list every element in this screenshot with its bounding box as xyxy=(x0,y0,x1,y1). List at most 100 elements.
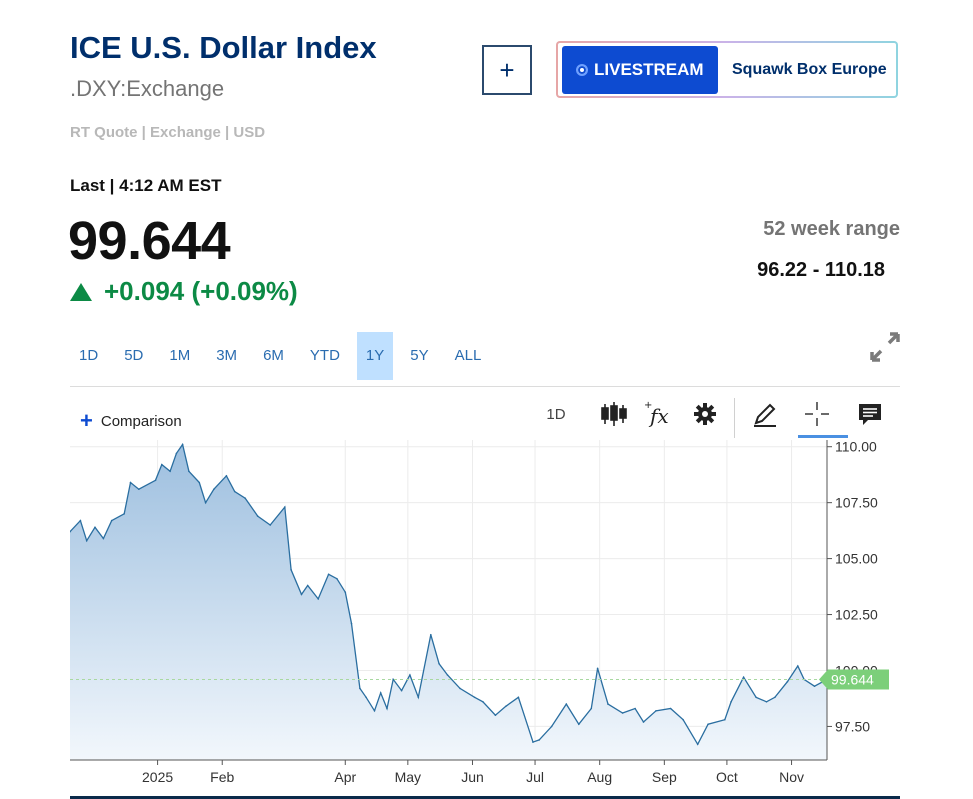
range-tab-3m[interactable]: 3M xyxy=(216,347,238,364)
x-tick-label: Oct xyxy=(716,769,738,785)
comparison-label: Comparison xyxy=(100,412,182,430)
y-tick-label: 105.00 xyxy=(835,551,878,567)
candlestick-icon[interactable] xyxy=(598,398,630,430)
data-point xyxy=(565,703,568,705)
show-name-link[interactable]: Squawk Box Europe xyxy=(732,60,887,78)
toolbar-separator xyxy=(734,398,735,438)
data-point xyxy=(590,707,593,710)
data-point xyxy=(161,463,163,466)
data-point xyxy=(813,685,816,687)
svg-text:+: + xyxy=(644,400,652,411)
livestream-button[interactable]: LIVESTREAM xyxy=(562,45,718,94)
divider xyxy=(70,386,900,387)
data-point xyxy=(517,696,520,699)
livestream-banner: LIVESTREAM Squawk Box Europe xyxy=(556,41,898,98)
page-title: ICE U.S. Dollar Index xyxy=(70,30,377,65)
data-point xyxy=(707,723,709,725)
add-to-watchlist-button[interactable]: + xyxy=(482,45,532,95)
range-tab-1y[interactable]: 1Y xyxy=(356,332,394,380)
data-point xyxy=(392,678,395,681)
x-tick-label: May xyxy=(395,769,421,785)
interval-selector[interactable]: 1D xyxy=(546,405,566,423)
data-point xyxy=(284,506,286,508)
series-area xyxy=(70,444,827,760)
svg-text:fx: fx xyxy=(648,404,669,428)
comment-icon[interactable] xyxy=(854,398,886,430)
active-tool-indicator xyxy=(798,435,848,438)
data-point xyxy=(213,488,215,490)
data-point xyxy=(532,741,534,743)
data-point xyxy=(642,721,645,723)
data-point xyxy=(578,723,580,725)
y-tick-label: 97.50 xyxy=(835,718,870,734)
range-tab-all[interactable]: ALL xyxy=(454,347,482,364)
data-point xyxy=(409,674,411,676)
bottom-rule xyxy=(70,796,900,799)
data-point xyxy=(621,712,624,714)
price-change: +0.094 (+0.09%) xyxy=(70,276,298,307)
livestream-label: LIVESTREAM xyxy=(594,59,704,79)
price-chart[interactable]: 97.50100.00102.50105.00107.50110.0099.64… xyxy=(70,440,900,796)
data-point xyxy=(181,443,184,446)
week52-value: 96.22 - 110.18 xyxy=(757,259,885,281)
price-change-value: +0.094 (+0.09%) xyxy=(104,276,298,306)
last-trade-time: Last | 4:12 AM EST xyxy=(70,176,222,195)
data-point xyxy=(373,710,376,712)
fx-studies-icon[interactable]: + fx xyxy=(642,398,674,430)
data-point xyxy=(359,687,361,690)
range-tab-5y[interactable]: 5Y xyxy=(410,347,429,364)
comparison-button[interactable]: + Comparison xyxy=(80,408,182,434)
x-tick-label: Sep xyxy=(652,769,677,785)
data-point xyxy=(607,703,609,705)
range-tab-ytd[interactable]: YTD xyxy=(309,347,340,364)
data-point xyxy=(336,577,338,580)
data-point xyxy=(350,622,353,625)
data-point xyxy=(110,519,113,522)
data-point xyxy=(79,519,82,522)
range-tab-5d[interactable]: 5D xyxy=(124,347,144,364)
data-point xyxy=(379,692,382,694)
range-tab-6m[interactable]: 6M xyxy=(263,347,284,364)
data-point xyxy=(482,701,484,703)
range-tab-1d[interactable]: 1D xyxy=(79,347,99,364)
data-point xyxy=(233,490,236,493)
data-point xyxy=(797,665,799,667)
data-point xyxy=(344,591,347,593)
x-tick-label: Apr xyxy=(334,769,356,785)
data-point xyxy=(730,701,732,703)
data-point xyxy=(188,470,190,473)
expand-icon[interactable] xyxy=(868,330,902,364)
data-point xyxy=(317,598,319,600)
data-point xyxy=(765,701,768,703)
data-point xyxy=(269,524,271,526)
ticker-symbol: .DXY:Exchange xyxy=(70,76,225,101)
y-tick-label: 107.50 xyxy=(835,495,878,511)
data-point xyxy=(204,501,207,504)
range-tab-1m[interactable]: 1M xyxy=(169,347,191,364)
pencil-icon[interactable] xyxy=(749,398,781,430)
data-point xyxy=(306,584,309,587)
week52-label: 52 week range xyxy=(763,218,900,240)
gear-icon[interactable] xyxy=(689,398,721,430)
time-range-tabs: 1D 5D 1M 3M 6M YTD 1Y 5Y ALL xyxy=(70,332,498,380)
data-point xyxy=(634,707,636,710)
data-point xyxy=(129,481,132,484)
data-point xyxy=(169,470,171,473)
data-point xyxy=(154,479,157,482)
data-point xyxy=(175,452,178,455)
current-price-label: 99.644 xyxy=(831,671,874,687)
last-price: 99.644 xyxy=(68,211,231,271)
data-point xyxy=(244,497,246,499)
crosshair-icon[interactable] xyxy=(801,398,833,430)
data-point xyxy=(85,539,88,542)
x-tick-label: Jul xyxy=(526,769,544,785)
x-tick-label: Nov xyxy=(779,769,804,785)
data-point xyxy=(755,696,757,699)
data-point xyxy=(430,633,432,636)
data-point xyxy=(550,725,553,728)
data-point xyxy=(327,573,330,576)
data-point xyxy=(300,593,303,596)
data-point xyxy=(724,718,726,721)
data-point xyxy=(123,513,125,515)
data-point xyxy=(774,696,776,699)
